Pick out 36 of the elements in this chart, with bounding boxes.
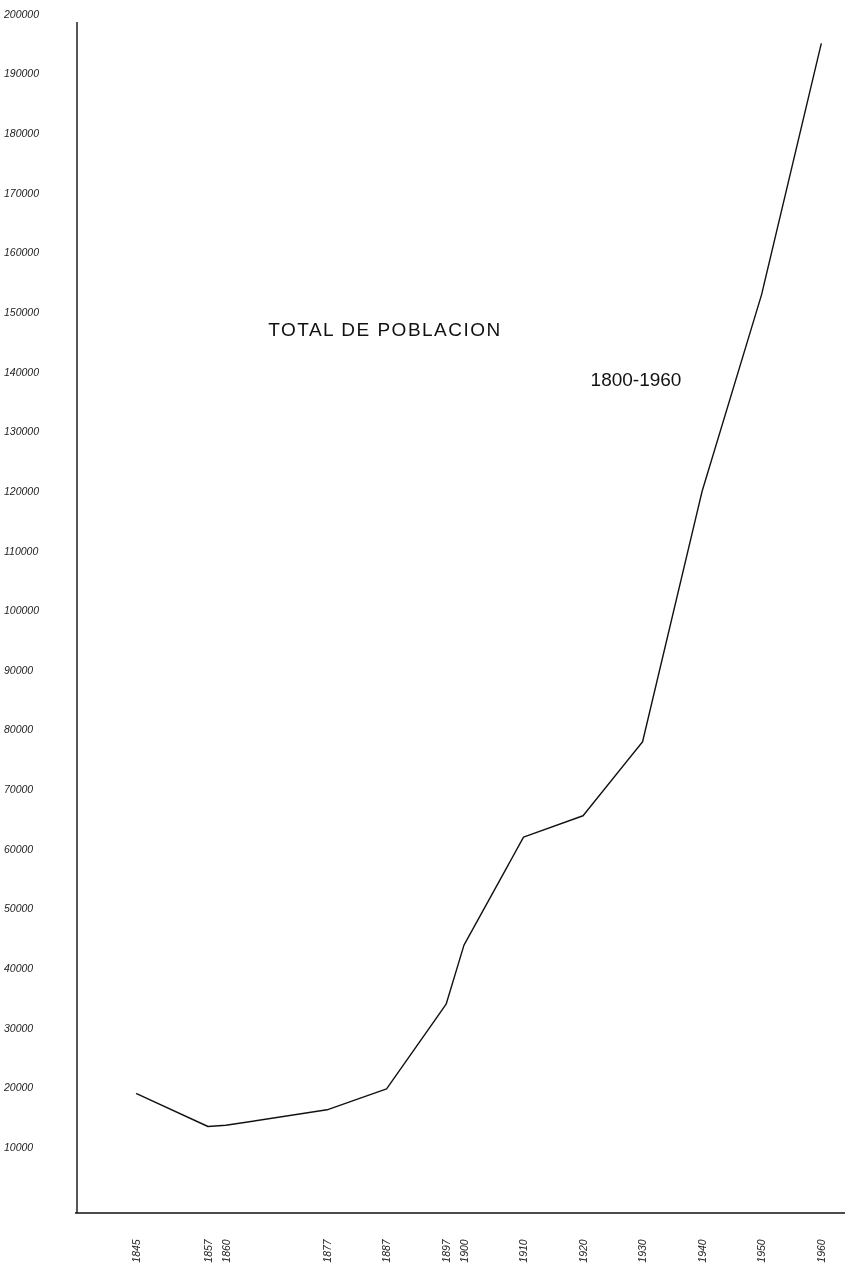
- y-tick-label: 150000: [4, 305, 40, 318]
- y-tick-label: 130000: [4, 425, 40, 438]
- y-tick-label: 10000: [4, 1141, 34, 1154]
- y-tick-label: 140000: [4, 365, 40, 378]
- y-tick-label: 90000: [4, 663, 34, 676]
- y-tick-label: 110000: [4, 544, 39, 557]
- y-tick-label: 170000: [4, 186, 40, 199]
- x-tick-label: 1887: [380, 1238, 393, 1263]
- text: 1800-1960: [590, 369, 682, 390]
- text: TOTAL DE POBLACION: [268, 319, 502, 340]
- y-tick-label: 70000: [4, 783, 34, 796]
- y-tick-label: 190000: [4, 67, 40, 80]
- y-tick-label: 60000: [4, 842, 34, 855]
- y-tick-label: 100000: [4, 604, 40, 617]
- x-tick-label: 1950: [755, 1239, 768, 1263]
- x-tick-label: 1920: [576, 1239, 589, 1263]
- y-tick-label: 30000: [4, 1021, 34, 1034]
- x-tick-label: 1940: [695, 1239, 708, 1263]
- x-tick-label: 1900: [457, 1239, 470, 1263]
- x-tick-label: 1897: [439, 1238, 452, 1263]
- y-tick-label: 160000: [4, 246, 40, 259]
- x-tick-label: 1960: [814, 1239, 827, 1263]
- y-tick-label: 20000: [3, 1081, 34, 1094]
- x-tick-label: 1845: [130, 1239, 143, 1263]
- y-tick-label: 50000: [4, 902, 34, 915]
- x-tick-label: 1877: [320, 1238, 333, 1263]
- y-tick-label: 40000: [4, 962, 34, 975]
- x-tick-label: 1857: [201, 1238, 214, 1263]
- line-series: [135, 43, 822, 1128]
- x-tick-label: 1930: [636, 1239, 649, 1263]
- y-tick-label: 180000: [4, 126, 40, 139]
- x-tick-label: 1910: [517, 1239, 530, 1263]
- y-tick-label: 80000: [4, 723, 34, 736]
- y-tick-label: 200000: [3, 7, 40, 20]
- y-tick-label: 120000: [4, 484, 40, 497]
- x-tick-label: 1860: [219, 1239, 232, 1263]
